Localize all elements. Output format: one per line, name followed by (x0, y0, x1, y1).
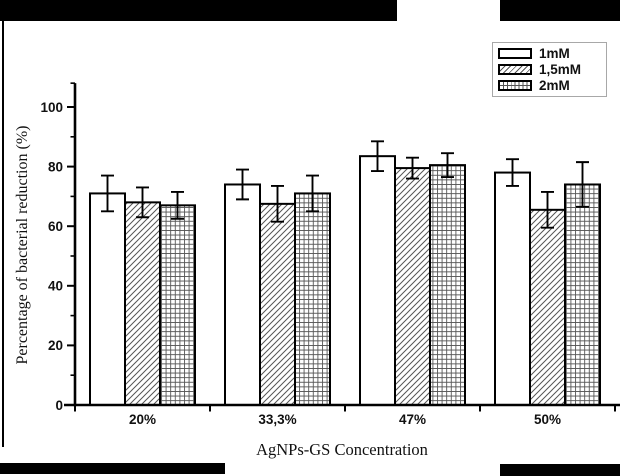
error-bar (441, 152, 454, 178)
error-bar (406, 156, 419, 180)
bar (359, 155, 396, 406)
y-tick-label: 40 (48, 279, 63, 294)
bar (89, 192, 126, 406)
error-bar (506, 158, 519, 187)
left-border-line (2, 21, 4, 447)
error-bar (306, 174, 319, 213)
x-category-label: 20% (129, 412, 156, 427)
top-redaction-bar (0, 0, 620, 21)
legend-item: 1,5mM (498, 63, 601, 77)
y-tick-label: 20 (48, 338, 63, 353)
legend-swatch-diagonal-hatch (498, 64, 532, 75)
y-tick-label: 60 (48, 219, 63, 234)
bar (224, 183, 261, 406)
error-bar (136, 186, 149, 219)
bottom-left-redaction-bar (0, 463, 225, 474)
bar (159, 204, 196, 406)
legend-swatch-white (498, 48, 532, 60)
bar (259, 202, 296, 406)
legend-label: 1,5mM (539, 61, 582, 77)
bar (529, 208, 566, 406)
y-tick-label: 100 (40, 100, 63, 115)
legend-label: 2mM (539, 77, 570, 93)
bar (294, 192, 331, 406)
bar (564, 183, 601, 406)
bar (394, 167, 431, 406)
legend-item: 2mM (498, 78, 601, 92)
bar (124, 201, 161, 406)
y-axis-title: Percentage of bacterial reduction (%) (14, 125, 31, 365)
x-category-label: 47% (399, 412, 426, 427)
error-bar (271, 185, 284, 223)
legend: 1mM 1,5mM 2mM (492, 42, 607, 97)
x-category-label: 50% (534, 412, 561, 427)
y-tick-label: 0 (55, 398, 63, 413)
error-bar (101, 174, 114, 213)
legend-swatch-grid-hatch (498, 79, 532, 91)
y-tick-label: 80 (48, 159, 63, 174)
bottom-right-redaction-bar (500, 464, 620, 476)
legend-item: 1mM (498, 47, 601, 61)
error-bar (541, 190, 554, 229)
x-axis-title: AgNPs-GS Concentration (256, 440, 428, 459)
bar (494, 171, 531, 406)
error-bar (236, 168, 249, 201)
bar (429, 164, 466, 406)
x-category-label: 33,3% (258, 412, 296, 427)
top-redaction-gap (397, 0, 500, 21)
error-bar (576, 161, 589, 208)
legend-label: 1mM (539, 46, 570, 61)
error-bar (171, 190, 184, 220)
error-bar (371, 140, 384, 173)
